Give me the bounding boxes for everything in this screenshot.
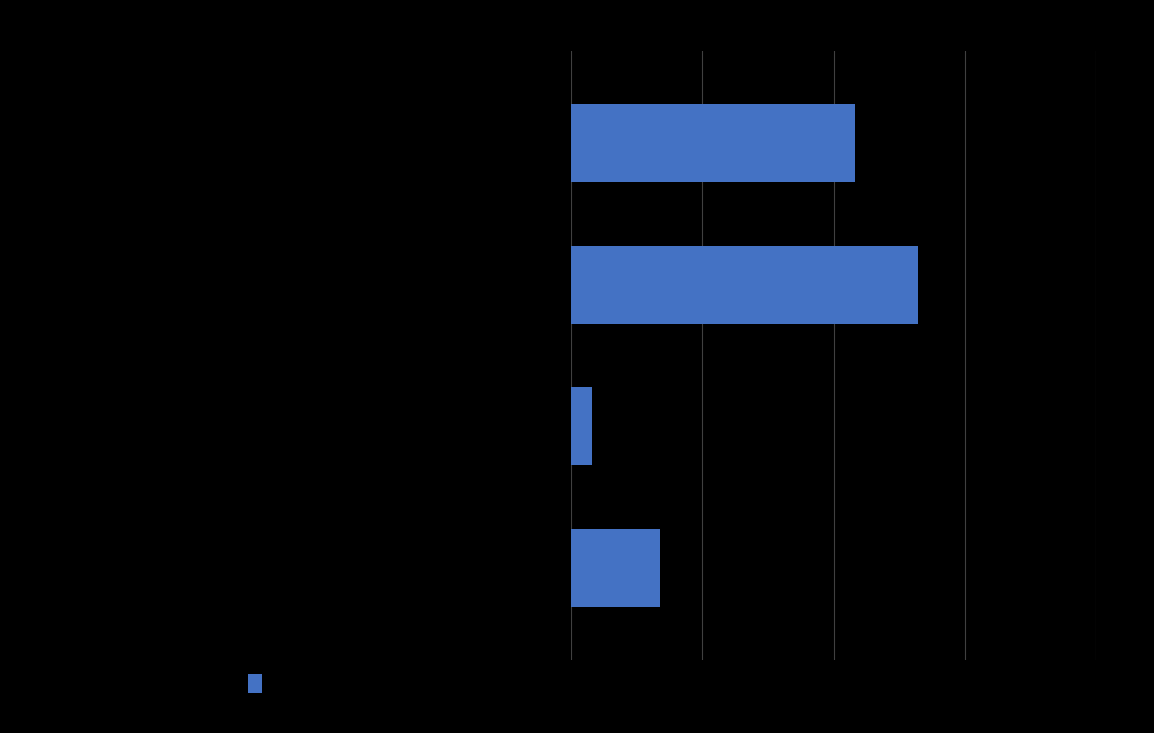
- Bar: [571, 246, 917, 324]
- Bar: [571, 528, 660, 607]
- Bar: [571, 387, 592, 465]
- Bar: [571, 104, 855, 183]
